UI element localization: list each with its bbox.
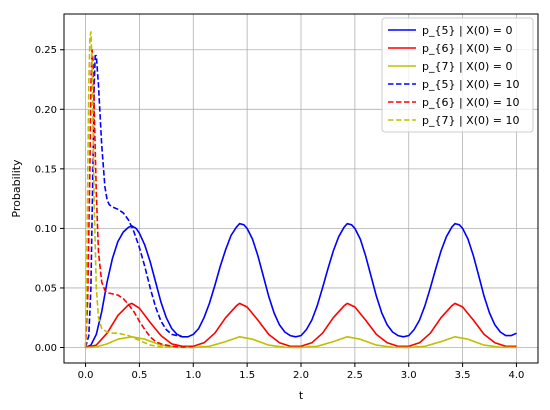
x-tick-label: 0.0 [78, 370, 94, 381]
y-tick-label: 0.25 [35, 45, 57, 56]
legend-label: p_{7} | X(0) = 0 [422, 60, 513, 73]
series-line-6 [84, 31, 172, 349]
series-line-5 [84, 48, 194, 348]
y-tick-label: 0.15 [35, 164, 57, 175]
series-line-4 [84, 54, 183, 348]
x-tick-label: 4.0 [509, 370, 525, 381]
x-axis-label: t [299, 389, 304, 402]
legend-label: p_{6} | X(0) = 10 [422, 96, 520, 109]
series-line-2 [85, 302, 517, 349]
y-tick-label: 0.05 [35, 283, 57, 294]
x-tick-label: 3.5 [455, 370, 471, 381]
axis-ticks: 0.0 0.5 1.0 1.5 2.0 2.5 3.0 3.5 4.0 0.00 0.05 0.10 0… [35, 45, 525, 381]
x-tick-label: 3.0 [401, 370, 417, 381]
legend-label: p_{5} | X(0) = 10 [422, 78, 520, 91]
series-line-1 [85, 222, 517, 349]
data-series [84, 31, 517, 349]
legend-label: p_{5} | X(0) = 0 [422, 24, 513, 37]
x-tick-label: 0.5 [131, 370, 147, 381]
x-tick-label: 1.5 [239, 370, 255, 381]
y-tick-label: 0.20 [35, 105, 57, 116]
y-tick-label: 0.10 [35, 224, 57, 235]
legend-label: p_{6} | X(0) = 0 [422, 42, 513, 55]
legend-box [381, 17, 534, 133]
series-line-3 [85, 336, 517, 349]
y-tick-label: 0.00 [35, 343, 57, 354]
legend: p_{5} | X(0) = 0 p_{6} | X(0) = 0 p_{7} | … [381, 17, 534, 133]
legend-label: p_{7} | X(0) = 10 [422, 114, 520, 127]
x-tick-label: 2.0 [293, 370, 309, 381]
x-tick-label: 2.5 [347, 370, 363, 381]
y-axis-label: Probability [10, 159, 23, 218]
x-tick-label: 1.0 [185, 370, 201, 381]
